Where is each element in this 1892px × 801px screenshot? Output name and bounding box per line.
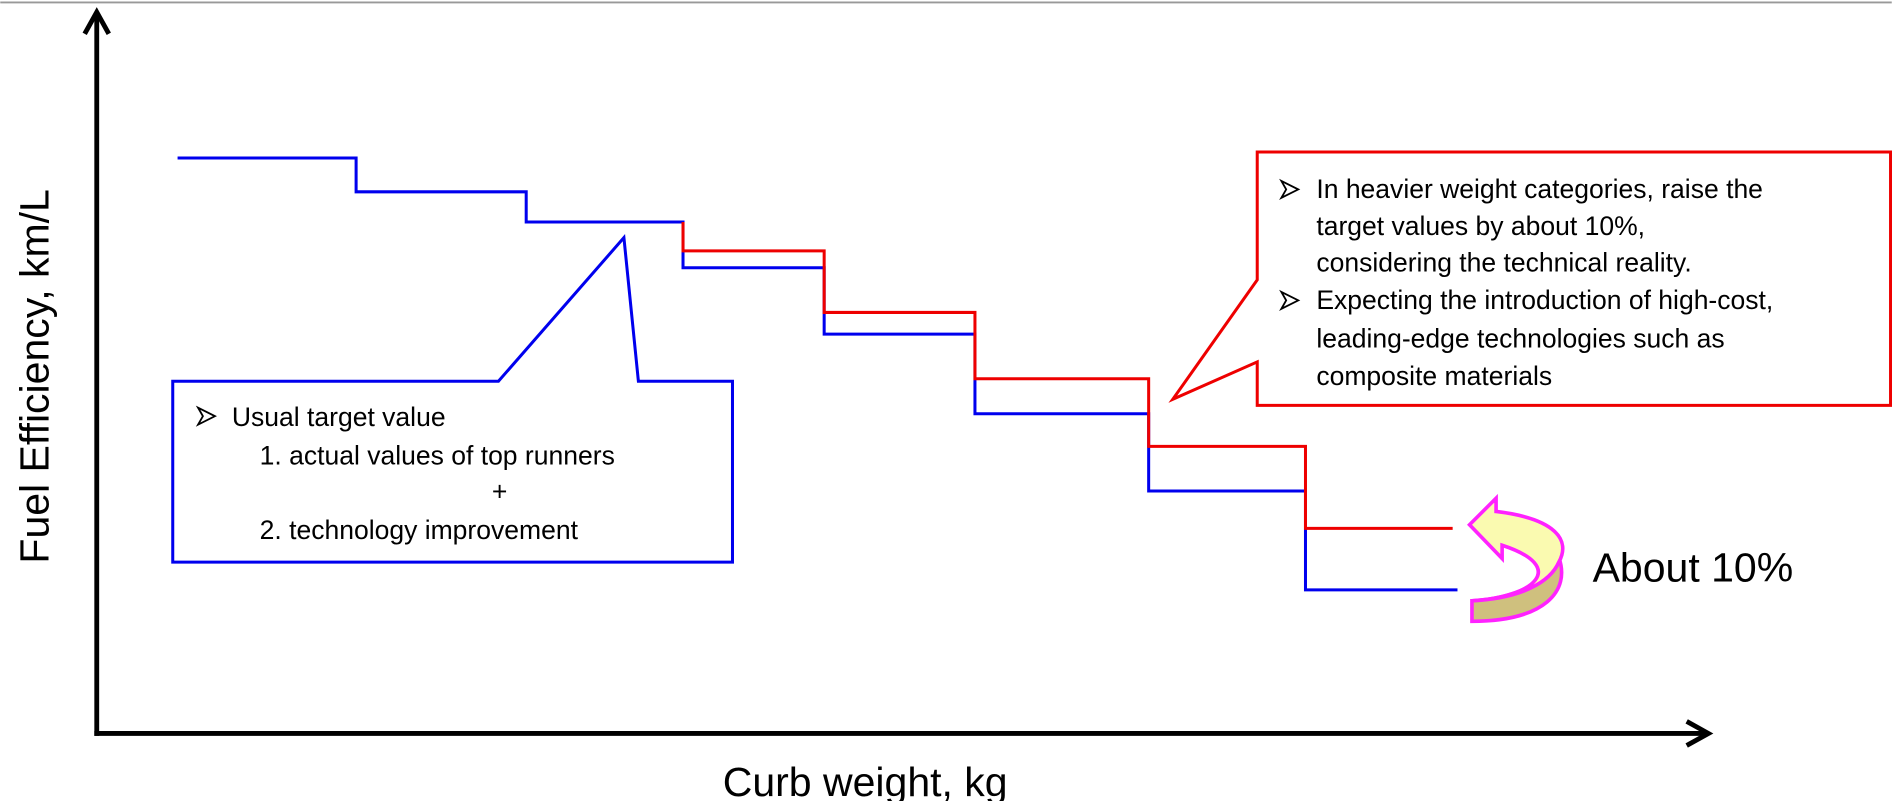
blue-callout (171, 234, 734, 564)
callout-text: considering the technical reality. (1316, 247, 1691, 277)
red-callout (1168, 150, 1892, 407)
raised-target-steps (681, 221, 1453, 530)
callout-text: 2. technology improvement (260, 515, 579, 545)
callout-text: + (492, 477, 508, 507)
axes (82, 7, 1714, 748)
y-axis-label: Fuel Efficiency, km/L (11, 189, 57, 563)
bullet (1279, 289, 1301, 311)
callout-text: Usual target value (232, 402, 446, 432)
callout-text: Expecting the introduction of high-cost, (1316, 285, 1773, 315)
callout-text: In heavier weight categories, raise the (1316, 174, 1763, 204)
callout-text: 1. actual values of top runners (260, 440, 615, 470)
curved-arrow (1467, 493, 1565, 624)
callout-text: leading-edge technologies such as (1316, 323, 1724, 353)
bullet (195, 405, 217, 427)
callout-text: target values by about 10%, (1316, 211, 1645, 241)
x-axis-label: Curb weight, kg (723, 759, 1008, 801)
bullet (1279, 178, 1301, 200)
callout-text: composite materials (1316, 361, 1552, 391)
annotation: About 10% (1593, 544, 1794, 590)
